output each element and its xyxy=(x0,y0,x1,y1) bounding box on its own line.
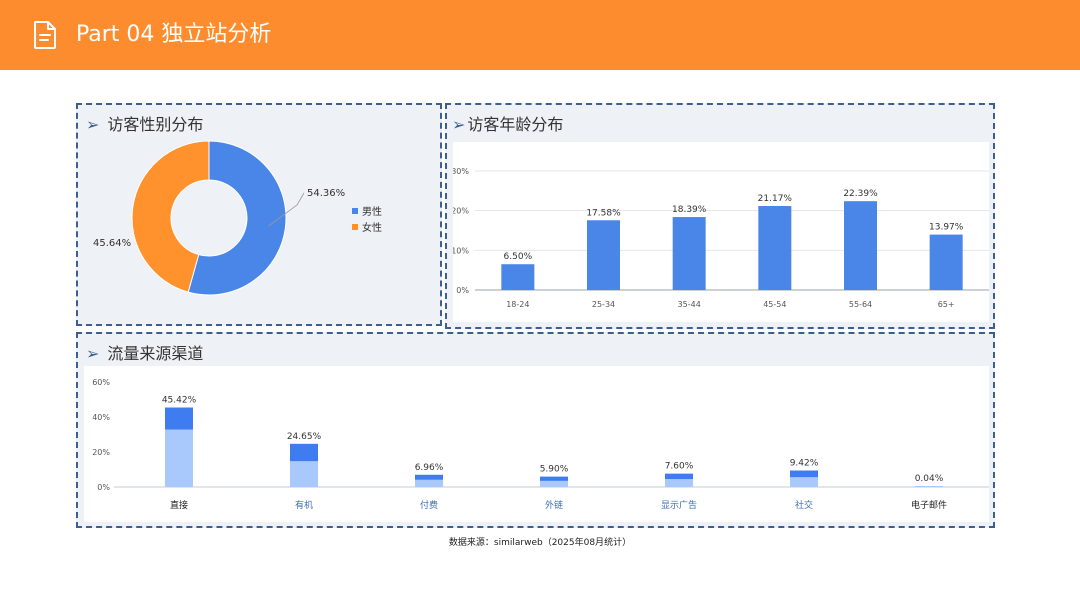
age-bar xyxy=(672,217,706,290)
y-tick-label: 20% xyxy=(92,448,110,457)
slice-label: 54.36% xyxy=(307,188,345,199)
arrow-icon: ➢ xyxy=(452,115,466,134)
x-tick-label: 55-64 xyxy=(849,300,872,309)
slice-label: 45.64% xyxy=(93,238,131,249)
age-panel-title: ➢ 访客年龄分布 xyxy=(452,114,563,136)
traffic-bar-dark xyxy=(790,470,818,478)
x-tick-label: 25-34 xyxy=(592,300,615,309)
age-title-text: 访客年龄分布 xyxy=(467,115,564,134)
x-tick-label: 直接 xyxy=(170,499,188,511)
legend-label: 男性 xyxy=(362,205,382,218)
y-tick-label: 0% xyxy=(456,286,469,295)
y-tick-label: 20% xyxy=(453,207,469,216)
bar-value-label: 13.97% xyxy=(929,223,964,233)
age-bar xyxy=(758,206,792,290)
bar-value-label: 6.50% xyxy=(504,252,533,262)
traffic-bar-chart: 0% 20% 40% 60% 45.42% 直接 24.65% 有机 6.96% 付费 5.90% 外… xyxy=(92,378,989,511)
bar-value-label: 0.04% xyxy=(915,474,944,484)
y-tick-label: 0% xyxy=(97,483,110,492)
bar-value-label: 24.65% xyxy=(287,432,322,442)
leader-line xyxy=(268,192,305,227)
x-tick-label: 35-44 xyxy=(678,300,701,309)
age-bar xyxy=(844,201,877,290)
y-tick-label: 10% xyxy=(453,246,469,255)
bar-value-label: 18.39% xyxy=(672,205,707,215)
traffic-bar-dark xyxy=(665,473,693,480)
legend-swatch xyxy=(352,224,358,230)
donut-slice xyxy=(131,140,210,293)
x-tick-label: 18-24 xyxy=(506,300,529,309)
bar-value-label: 7.60% xyxy=(665,462,694,472)
data-source-note: 数据来源：similarweb（2025年08月统计） xyxy=(448,538,632,548)
page-title: Part 04 独立站分析 xyxy=(76,22,272,47)
y-tick-label: 60% xyxy=(92,378,110,387)
x-tick-label: 外链 xyxy=(545,499,563,511)
gender-panel-title: ➢ 访客性别分布 xyxy=(86,114,203,136)
header-bar: Part 04 独立站分析 xyxy=(0,0,1080,70)
traffic-bar-dark xyxy=(165,407,193,430)
traffic-title-text: 流量来源渠道 xyxy=(107,344,204,363)
bar-value-label: 6.96% xyxy=(415,463,444,473)
y-tick-label: 30% xyxy=(453,167,469,176)
bar-value-label: 17.58% xyxy=(586,208,621,218)
bar-value-label: 21.17% xyxy=(758,194,793,204)
x-tick-label: 电子邮件 xyxy=(911,499,947,511)
bar-value-label: 9.42% xyxy=(790,459,819,469)
legend-swatch xyxy=(352,208,358,214)
document-icon xyxy=(34,21,56,49)
traffic-panel-title: ➢ 流量来源渠道 xyxy=(86,343,203,365)
arrow-icon: ➢ xyxy=(86,344,100,363)
arrow-icon: ➢ xyxy=(86,115,100,134)
traffic-bar-light xyxy=(915,486,943,487)
donut-slice xyxy=(187,140,287,296)
traffic-plot-area xyxy=(84,366,989,522)
age-bar xyxy=(587,220,620,290)
bar-value-label: 45.42% xyxy=(162,396,197,406)
traffic-bar-dark xyxy=(290,443,318,462)
bar-value-label: 5.90% xyxy=(540,465,569,475)
x-tick-label: 45-54 xyxy=(763,300,786,309)
y-tick-label: 40% xyxy=(92,413,110,422)
traffic-bar-dark xyxy=(540,476,568,481)
traffic-bar-light xyxy=(540,476,568,487)
gender-title-text: 访客性别分布 xyxy=(107,115,204,134)
x-tick-label: 付费 xyxy=(420,499,438,511)
x-tick-label: 社交 xyxy=(795,499,813,511)
age-plot-area xyxy=(453,142,989,322)
bar-value-label: 22.39% xyxy=(843,189,878,199)
legend-label: 女性 xyxy=(362,221,382,234)
x-tick-label: 显示广告 xyxy=(661,499,697,511)
x-tick-label: 65+ xyxy=(938,300,955,309)
traffic-bar-dark xyxy=(415,474,443,480)
x-tick-label: 有机 xyxy=(295,499,313,511)
age-bar xyxy=(929,234,963,290)
age-bar-chart: 0% 10% 20% 30% 6.50% 18-24 17.58% 25-34 18.39% 35… xyxy=(453,167,989,309)
age-bar xyxy=(501,264,535,290)
